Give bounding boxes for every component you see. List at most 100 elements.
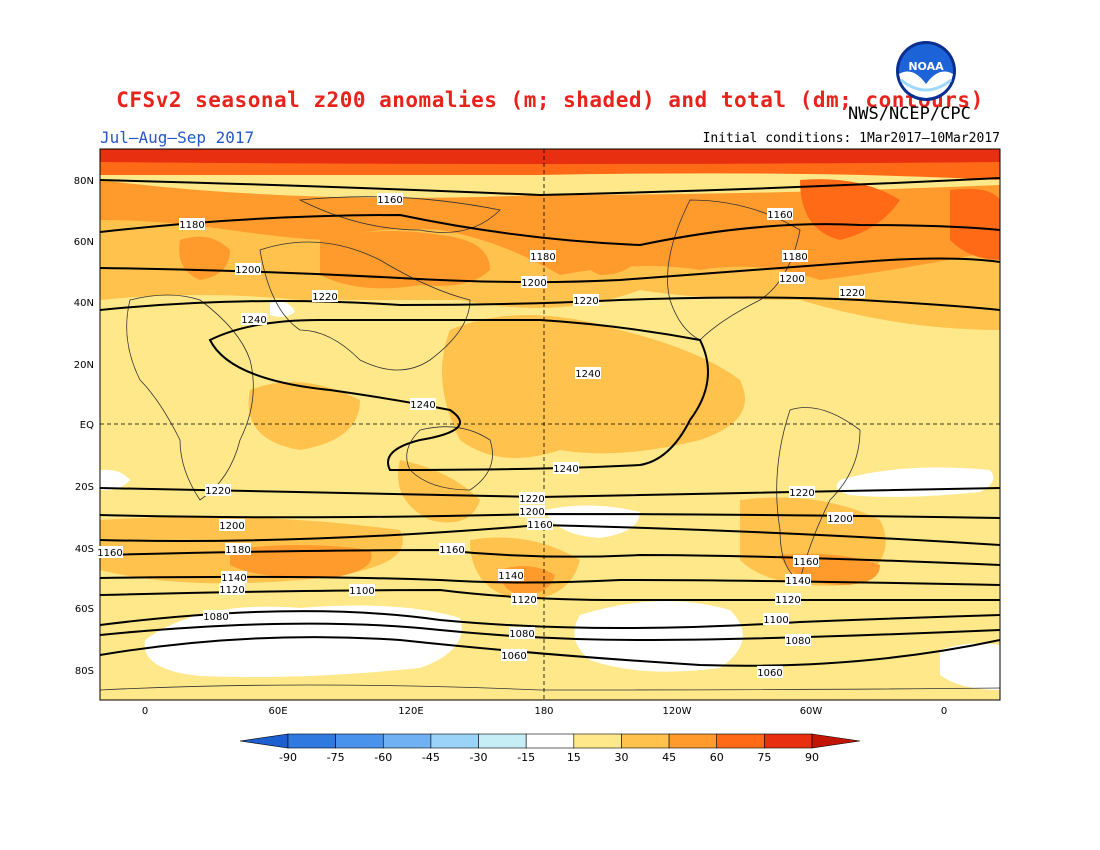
- contour-label-bg: [219, 583, 245, 595]
- contour-label: 1240: [575, 369, 600, 380]
- contour-label-bg: [225, 543, 251, 555]
- contour-label-bg: [511, 593, 537, 605]
- contour-label: 1080: [203, 612, 228, 623]
- contour-label-bg: [519, 492, 545, 504]
- contour-label: 1080: [785, 636, 810, 647]
- lon-label-180: 180: [534, 706, 553, 717]
- colorbar-label: 30: [614, 751, 628, 764]
- contour-label: 1160: [793, 557, 818, 568]
- contour-label-bg: [527, 518, 553, 530]
- contour-label-bg: [509, 627, 535, 639]
- contour-label-bg: [575, 367, 601, 379]
- lon-label-0: 0: [142, 706, 148, 717]
- contour-label: 1220: [839, 288, 864, 299]
- season-label: Jul–Aug–Sep 2017: [100, 128, 255, 147]
- lon-label-0-east: 0: [941, 706, 947, 717]
- colorbar-swatch: [525, 733, 575, 749]
- anomaly-shading: [100, 149, 1000, 700]
- contour-label-bg: [785, 574, 811, 586]
- contour-label: 1160: [527, 520, 552, 531]
- contour-label-bg: [501, 649, 527, 661]
- lat-label-40n: 40N: [74, 298, 94, 309]
- map-title: CFSv2 seasonal z200 anomalies (m; shaded…: [116, 88, 984, 112]
- contour-label-bg: [498, 569, 524, 581]
- contour-label-bg: [553, 462, 579, 474]
- contour-label-bg: [312, 290, 338, 302]
- colorbar-label: 15: [567, 751, 581, 764]
- colorbar-swatch: [478, 733, 527, 749]
- contour-label: 1200: [235, 265, 260, 276]
- contour-label: 1120: [511, 595, 536, 606]
- lat-label-20n: 20N: [74, 360, 94, 371]
- contour-label: 1120: [219, 585, 244, 596]
- contour-label-bg: [827, 512, 853, 524]
- contour-label-bg: [782, 250, 808, 262]
- contour-label-bg: [179, 218, 205, 230]
- colorbar-swatch: [430, 733, 479, 749]
- contour-label: 1140: [785, 576, 810, 587]
- contour-label: 1140: [221, 573, 246, 584]
- contour-label-bg: [573, 294, 599, 306]
- lat-label-60n: 60N: [74, 237, 94, 248]
- colorbar-swatch: [335, 733, 384, 749]
- contour-label: 1100: [349, 586, 374, 597]
- colorbar-swatch: [716, 733, 765, 749]
- lat-label-eq: EQ: [80, 420, 94, 431]
- colorbar-swatch: [668, 733, 718, 749]
- lat-label-80n: 80N: [74, 176, 94, 187]
- contour-label-bg: [793, 555, 819, 567]
- contour-label-bg: [767, 208, 793, 220]
- contour-label: 1100: [763, 615, 788, 626]
- colorbar-label: 90: [805, 751, 819, 764]
- colorbar-label: -60: [374, 751, 392, 764]
- contour-label-bg: [439, 543, 465, 555]
- colorbar-arrow-low: [239, 733, 289, 749]
- contour-label: 1200: [779, 274, 804, 285]
- contour-label: 1160: [377, 195, 402, 206]
- map-gridlines: [100, 149, 1000, 700]
- contour-label: 1180: [782, 252, 807, 263]
- contour-label: 1060: [501, 651, 526, 662]
- contour-label-bg: [519, 505, 545, 517]
- contour-label-bg: [530, 250, 556, 262]
- colorbar-labels: -90 -75 -60 -45 -30 -15 15 30 45 60 75 90: [279, 751, 819, 764]
- contour-label: 1200: [219, 521, 244, 532]
- colorbar-arrow-high: [811, 733, 861, 749]
- colorbar-swatch: [287, 733, 336, 749]
- lon-label-60w: 60W: [800, 706, 823, 717]
- contour-label: 1240: [410, 400, 435, 411]
- colorbar-swatch: [764, 733, 813, 749]
- longitude-labels: 0 60E 120E 180 120W 60W 0: [142, 706, 947, 717]
- contour-label-bg: [205, 484, 231, 496]
- lon-label-120w: 120W: [663, 706, 692, 717]
- contour-label: 1200: [827, 514, 852, 525]
- colorbar-label: 75: [757, 751, 771, 764]
- noaa-logo: NOAA: [896, 41, 956, 101]
- contour-label-bg: [349, 584, 375, 596]
- colorbar-label: -90: [279, 751, 297, 764]
- contour-label: 1140: [498, 571, 523, 582]
- contour-label: 1240: [553, 464, 578, 475]
- contour-label-bg: [241, 313, 267, 325]
- lon-label-120e: 120E: [398, 706, 423, 717]
- contour-label: 1080: [509, 629, 534, 640]
- contour-label-bg: [203, 610, 229, 622]
- contour-label-bg: [219, 519, 245, 531]
- lat-label-80s: 80S: [75, 666, 94, 677]
- colorbar-label: -15: [517, 751, 535, 764]
- contour-label: 1220: [205, 486, 230, 497]
- lon-label-60e: 60E: [268, 706, 287, 717]
- contour-label: 1220: [789, 488, 814, 499]
- contour-label-bg: [235, 263, 261, 275]
- contour-label: 1060: [757, 668, 782, 679]
- colorbar-swatch: [573, 733, 622, 749]
- colorbar-label: 45: [662, 751, 676, 764]
- contour-label-bg: [775, 593, 801, 605]
- contour-label-bg: [779, 272, 805, 284]
- contour-label: 1180: [530, 252, 555, 263]
- map-frame: [99, 148, 1001, 701]
- contour-label: 1240: [241, 315, 266, 326]
- contour-label-bg: [789, 486, 815, 498]
